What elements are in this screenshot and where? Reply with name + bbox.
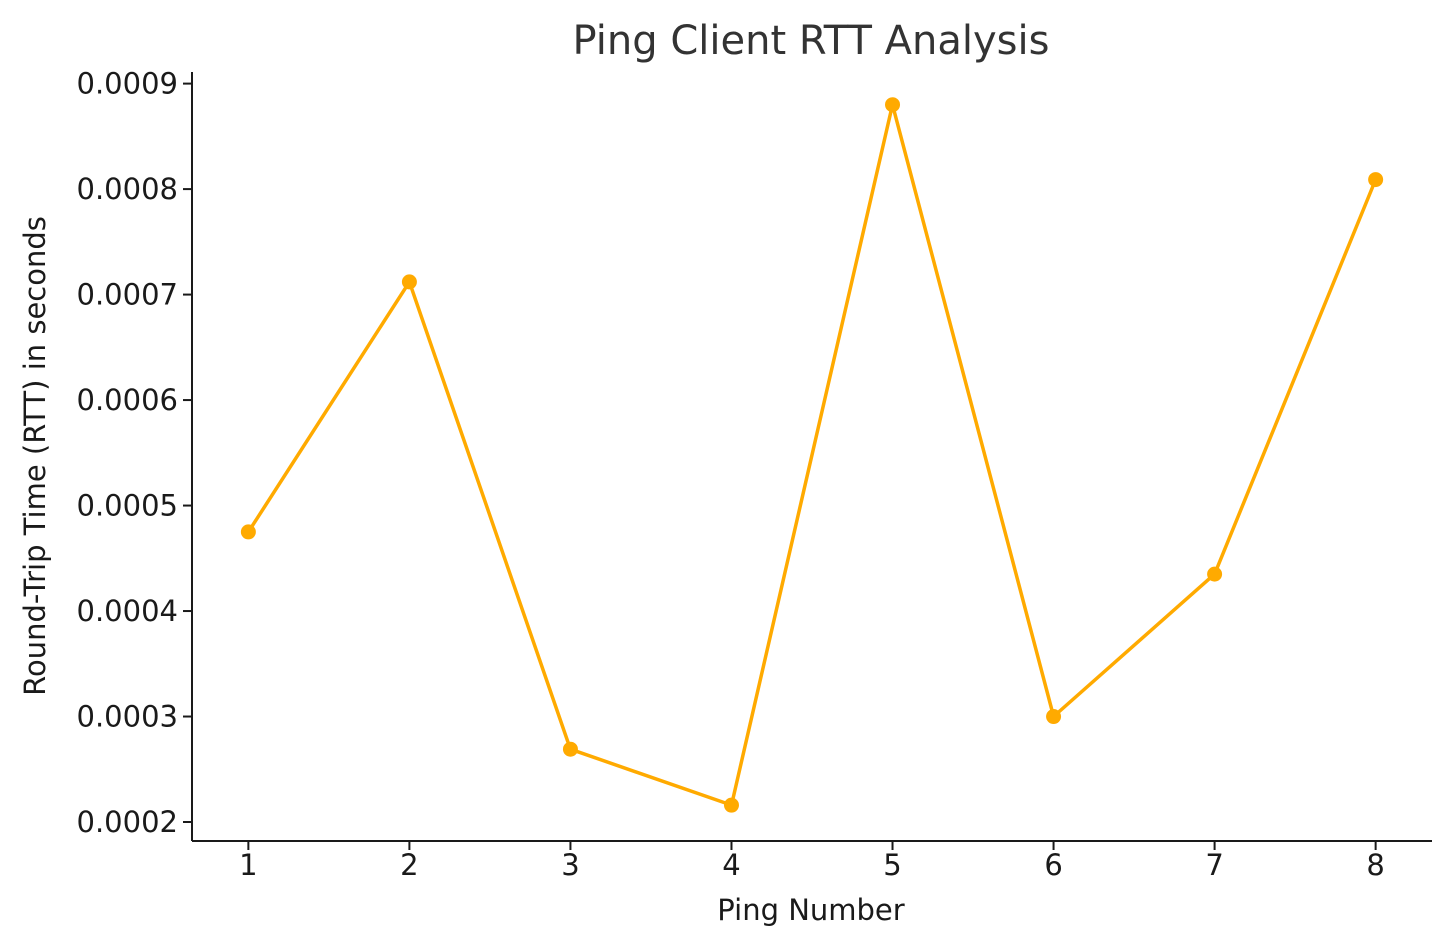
x-tick-label: 1 (239, 848, 257, 882)
series-line (246, 102, 1378, 807)
y-tick-label: 0.0008 (77, 172, 178, 206)
y-tick-label: 0.0005 (77, 489, 178, 523)
x-tick-label: 7 (1205, 848, 1223, 882)
data-point (401, 274, 417, 290)
x-tick-label: 5 (883, 848, 901, 882)
x-axis-label: Ping Number (717, 893, 904, 927)
data-point (1368, 172, 1384, 188)
y-tick-label: 0.0009 (77, 67, 178, 101)
data-point (240, 524, 256, 540)
y-tick-label: 0.0007 (77, 278, 178, 312)
chart-title: Ping Client RTT Analysis (573, 18, 1050, 64)
x-tick-label: 2 (400, 848, 418, 882)
y-axis: 0.0002 0.0003 0.0004 0.0005 0.0006 0.0007 0.00… (77, 67, 193, 841)
data-point (1207, 566, 1223, 582)
x-axis: 1 2 3 4 5 6 7 8 (192, 840, 1432, 882)
x-tick-label: 4 (722, 848, 740, 882)
y-tick-label: 0.0003 (77, 700, 178, 734)
y-tick-label: 0.0006 (77, 383, 178, 417)
y-axis-label: Round-Trip Time (RTT) in seconds (18, 216, 52, 696)
y-tick-label: 0.0004 (77, 594, 178, 628)
data-point (885, 97, 901, 113)
x-tick-label: 3 (561, 848, 579, 882)
data-point (562, 741, 578, 757)
x-tick-label: 8 (1366, 848, 1384, 882)
series-layer (240, 97, 1384, 813)
data-point (1046, 709, 1062, 725)
y-tick-label: 0.0002 (77, 805, 178, 839)
x-tick-label: 6 (1044, 848, 1062, 882)
data-point (723, 797, 739, 813)
